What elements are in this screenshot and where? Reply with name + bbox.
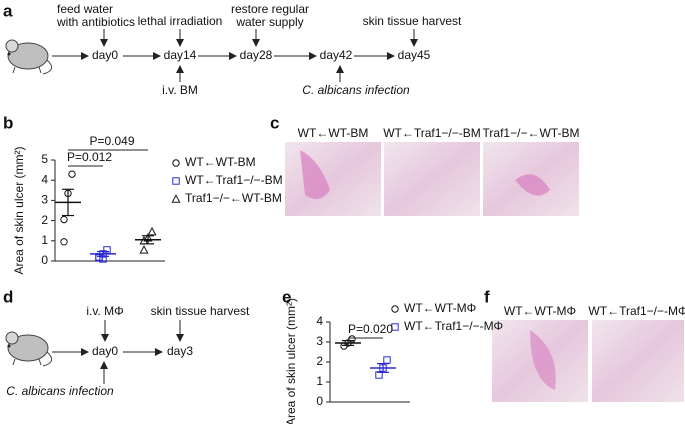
image-title: WT←WT-MΦ <box>504 304 576 318</box>
image-title: WT←Traf1−/−-MΦ <box>588 304 685 318</box>
day-label: day28 <box>240 48 273 62</box>
day-label: day3 <box>167 344 193 358</box>
legend-label: WT←Traf1−/−-BM <box>185 173 283 187</box>
image-title: WT←Traf1−/−-BM <box>383 126 481 140</box>
step-label: skin tissue harvest <box>151 304 250 318</box>
panel-label: b <box>3 113 13 132</box>
y-tick-label: 4 <box>41 172 48 186</box>
data-point <box>348 335 356 343</box>
data-point <box>383 356 391 364</box>
legend-marker <box>391 323 399 331</box>
panel-label: c <box>270 113 279 132</box>
y-tick-label: 4 <box>316 314 323 328</box>
step-label: i.v. BM <box>162 83 198 97</box>
data-point <box>147 226 157 236</box>
step-label: i.v. MΦ <box>86 304 123 318</box>
y-axis-label: Area of skin ulcer (mm²) <box>284 298 298 424</box>
layout <box>5 39 684 402</box>
y-tick-label: 5 <box>41 152 48 166</box>
y-axis-label: Area of skin ulcer (mm²) <box>12 146 26 274</box>
step-label: water supply <box>235 15 303 29</box>
p-value: P=0.020 <box>348 322 393 336</box>
data-point <box>139 245 149 254</box>
panel-label: f <box>484 287 490 306</box>
step-label: C. albicans infection <box>302 83 410 97</box>
data-point <box>103 246 111 254</box>
image-title: WT←WT-BM <box>298 126 369 140</box>
p-value: P=0.012 <box>67 150 112 164</box>
legend-marker <box>172 177 180 185</box>
legend-label: WT←Traf1−/−-MΦ <box>404 319 503 333</box>
step-label: feed water <box>57 2 113 16</box>
y-tick-label: 2 <box>316 354 323 368</box>
panel-label: d <box>3 287 13 306</box>
mouse-icon <box>5 39 53 75</box>
y-tick-label: 1 <box>41 233 48 247</box>
p-value: P=0.049 <box>89 134 134 148</box>
day-label: day0 <box>92 344 118 358</box>
y-tick-label: 3 <box>316 334 323 348</box>
y-tick-label: 3 <box>41 193 48 207</box>
y-tick-label: 0 <box>316 394 323 408</box>
data-point <box>95 254 103 262</box>
micrograph <box>285 142 381 216</box>
day-label: day14 <box>164 48 197 62</box>
legend-marker <box>391 305 399 313</box>
day-label: day45 <box>398 48 431 62</box>
image-title: Traf1−/−←WT-BM <box>483 126 580 140</box>
legend-label: WT←WT-MΦ <box>404 301 476 315</box>
y-tick-label: 1 <box>316 374 323 388</box>
data-point <box>60 215 68 224</box>
legend-marker <box>171 194 181 203</box>
step-label: C. albicans infection <box>6 384 114 398</box>
micrograph <box>384 142 480 216</box>
day-label: day42 <box>320 48 353 62</box>
legend-marker <box>172 159 180 167</box>
legend-label: WT←WT-BM <box>185 155 256 169</box>
step-label: with antibiotics <box>56 15 135 29</box>
panel-label: a <box>3 1 13 20</box>
mouse-icon <box>5 331 53 367</box>
micrograph <box>592 320 684 402</box>
legend-label: Traf1−/−←WT-BM <box>185 191 282 205</box>
step-label: skin tissue harvest <box>363 14 462 28</box>
y-tick-label: 2 <box>41 213 48 227</box>
data-point <box>68 170 76 178</box>
step-label: lethal irradiation <box>138 14 223 28</box>
step-label: restore regular <box>231 2 309 16</box>
data-point <box>60 238 68 246</box>
panel-label: e <box>282 287 291 306</box>
day-label: day0 <box>92 48 118 62</box>
y-tick-label: 0 <box>41 253 48 267</box>
